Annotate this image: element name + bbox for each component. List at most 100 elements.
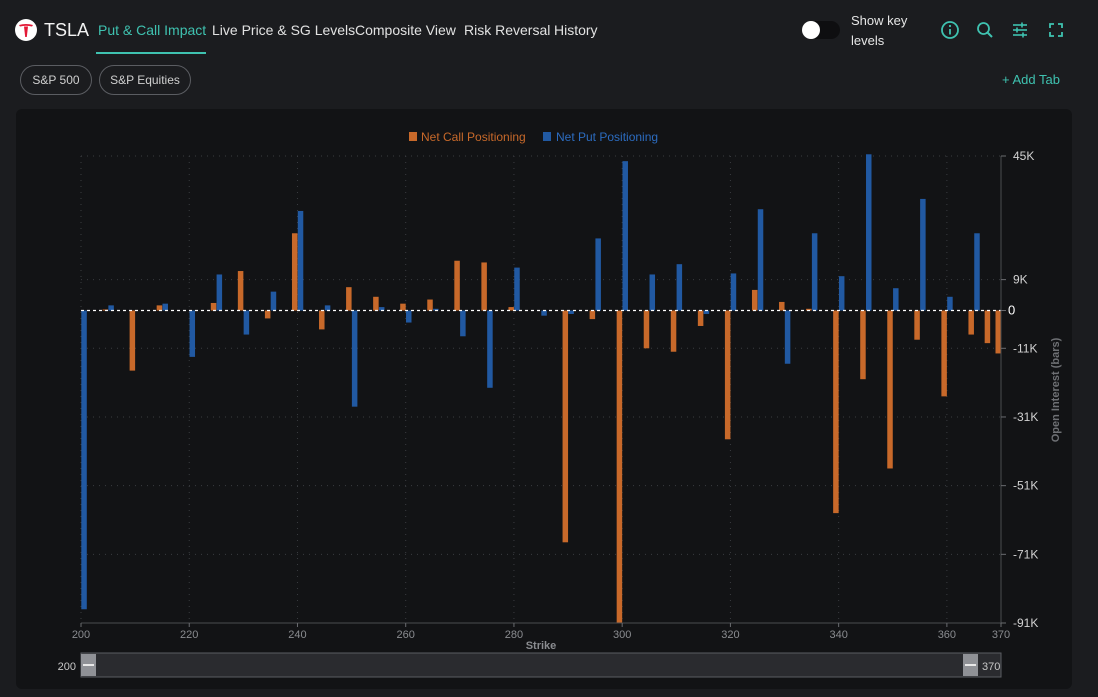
call-bar[interactable]	[643, 310, 650, 349]
call-bar[interactable]	[724, 310, 731, 440]
tab-put-call-impact[interactable]: Put & Call Impact	[98, 22, 207, 38]
call-bar[interactable]	[887, 310, 893, 469]
legend-call-label[interactable]: Net Call Positioning	[421, 130, 526, 144]
call-bar[interactable]	[589, 310, 596, 320]
active-tab-indicator	[96, 52, 206, 54]
put-bar[interactable]	[866, 154, 872, 311]
put-bar[interactable]	[649, 274, 656, 311]
put-bar[interactable]	[893, 288, 899, 311]
put-bar[interactable]	[622, 161, 628, 311]
fullscreen-icon[interactable]	[1046, 20, 1066, 40]
call-bar[interactable]	[697, 310, 704, 326]
call-bar[interactable]	[779, 301, 785, 311]
put-bar[interactable]	[676, 264, 683, 311]
call-bar[interactable]	[616, 310, 623, 623]
x-tick-label: 280	[505, 629, 523, 641]
legend-put-label[interactable]: Net Put Positioning	[556, 130, 658, 144]
put-bar[interactable]	[487, 310, 493, 388]
put-bar[interactable]	[838, 276, 845, 311]
call-bar[interactable]	[481, 262, 487, 311]
put-bar[interactable]	[243, 310, 250, 335]
put-bar[interactable]	[595, 238, 601, 311]
put-bar[interactable]	[324, 305, 331, 311]
put-bar[interactable]	[920, 198, 926, 311]
put-bar[interactable]	[351, 310, 358, 407]
pill-sp-equities[interactable]: S&P Equities	[99, 65, 191, 95]
x-ticks: 200 220 240 260 280 300 320 340 360 370	[72, 623, 1010, 641]
call-bar[interactable]	[156, 305, 163, 311]
call-bar[interactable]	[264, 310, 271, 319]
put-bar[interactable]	[974, 233, 980, 311]
y-tick-label: 45K	[1013, 149, 1034, 163]
x-tick-label: 370	[992, 629, 1010, 641]
put-bar[interactable]	[406, 310, 412, 323]
call-bar[interactable]	[508, 307, 514, 311]
call-bar[interactable]	[210, 302, 217, 311]
put-bar[interactable]	[730, 273, 737, 311]
y-tick-label: 9K	[1013, 273, 1028, 287]
put-bar[interactable]	[297, 210, 304, 311]
put-bar[interactable]	[757, 209, 764, 311]
y-tick-label: -71K	[1013, 547, 1038, 561]
put-bar[interactable]	[947, 296, 953, 311]
put-bar[interactable]	[378, 307, 385, 311]
call-bar[interactable]	[319, 310, 325, 330]
chart-bars	[81, 154, 1001, 623]
range-slider-track[interactable]	[80, 652, 1002, 678]
x-tick-label: 340	[829, 629, 847, 641]
tab-risk-reversal[interactable]: Risk Reversal	[464, 22, 551, 38]
put-bar[interactable]	[270, 291, 277, 311]
search-icon[interactable]	[975, 20, 995, 40]
add-tab-button[interactable]: + Add Tab	[1002, 72, 1060, 87]
put-bar[interactable]	[162, 303, 168, 311]
put-bar[interactable]	[433, 308, 439, 311]
call-bar[interactable]	[427, 299, 433, 311]
pill-sp500[interactable]: S&P 500	[20, 65, 92, 95]
x-tick-label: 360	[938, 629, 956, 641]
call-bar[interactable]	[941, 310, 947, 397]
tab-live-price-sg-levels[interactable]: Live Price & SG Levels	[212, 22, 356, 38]
call-bar[interactable]	[373, 296, 379, 311]
call-bar[interactable]	[400, 303, 406, 311]
put-bar[interactable]	[514, 267, 520, 311]
call-bar[interactable]	[806, 308, 812, 311]
tab-composite-view[interactable]: Composite View	[355, 22, 456, 38]
x-tick-label: 320	[721, 629, 739, 641]
info-icon[interactable]	[940, 20, 960, 40]
call-bar[interactable]	[995, 310, 1002, 354]
show-key-levels-toggle[interactable]	[802, 21, 840, 39]
sliders-icon[interactable]	[1010, 20, 1030, 40]
tab-history[interactable]: History	[554, 22, 598, 38]
tesla-logo	[15, 19, 37, 41]
y-axis-title: Open Interest (bars)	[1050, 337, 1062, 442]
call-bar[interactable]	[129, 310, 136, 371]
put-bar[interactable]	[460, 310, 466, 337]
put-bar[interactable]	[216, 274, 223, 311]
legend-put-swatch	[543, 132, 551, 141]
call-bar[interactable]	[751, 289, 758, 311]
call-bar[interactable]	[984, 310, 991, 344]
range-max-label: 370	[982, 661, 1000, 673]
call-bar[interactable]	[562, 310, 569, 543]
call-bar[interactable]	[860, 310, 866, 380]
call-bar[interactable]	[914, 310, 920, 340]
put-bar[interactable]	[189, 310, 196, 357]
put-bar[interactable]	[81, 310, 87, 610]
put-bar[interactable]	[811, 233, 818, 311]
call-bar[interactable]	[670, 310, 677, 352]
put-bar[interactable]	[568, 310, 574, 314]
call-bar[interactable]	[346, 287, 352, 311]
put-bar[interactable]	[108, 305, 114, 311]
range-min-label: 200	[58, 661, 76, 673]
put-bar[interactable]	[541, 310, 547, 316]
put-bar[interactable]	[703, 310, 710, 314]
call-bar[interactable]	[237, 271, 244, 311]
call-bar[interactable]	[454, 260, 460, 311]
call-bar[interactable]	[968, 310, 974, 335]
y-tick-label: -51K	[1013, 479, 1038, 493]
y-tick-label: -11K	[1013, 341, 1037, 355]
put-bar[interactable]	[784, 310, 791, 364]
call-bar[interactable]	[291, 233, 298, 311]
call-bar[interactable]	[833, 310, 839, 514]
